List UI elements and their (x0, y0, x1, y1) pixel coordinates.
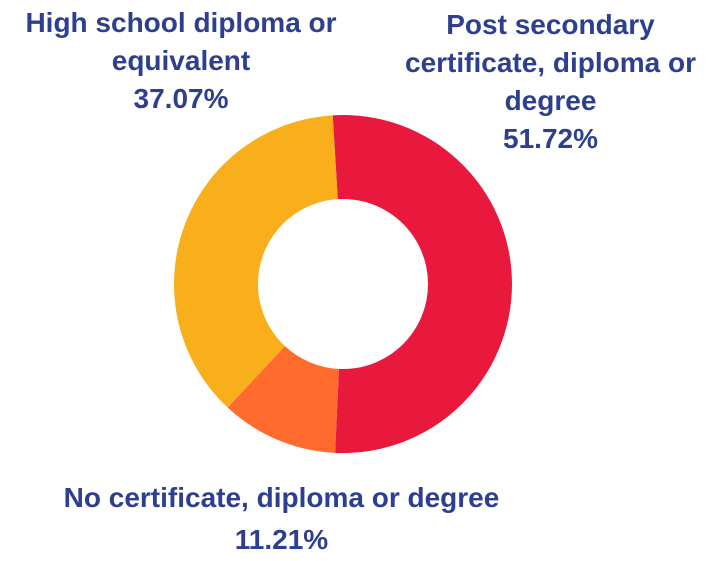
label-high-school: High school diploma or equivalent 37.07% (0, 4, 362, 118)
label-no-certificate-line-1: No certificate, diploma or degree (63, 482, 500, 513)
label-no-certificate: No certificate, diploma or degree 11.21% (24, 477, 539, 561)
label-post-secondary-line-2: certificate, diploma or (405, 47, 696, 78)
label-post-secondary: Post secondary certificate, diploma or d… (380, 6, 721, 158)
donut-svg (174, 115, 512, 453)
donut-slice-2 (174, 115, 338, 408)
label-post-secondary-line-3: degree (504, 85, 597, 116)
donut-slice-0 (332, 115, 512, 453)
label-high-school-percent: 37.07% (133, 83, 229, 114)
label-high-school-line-1: High school diploma or (25, 7, 337, 38)
label-no-certificate-percent: 11.21% (234, 524, 329, 555)
label-high-school-line-2: equivalent (111, 45, 251, 76)
donut-chart: High school diploma or equivalent 37.07%… (0, 4, 721, 555)
label-post-secondary-percent: 51.72% (503, 123, 598, 154)
donut-slice-1 (227, 346, 340, 453)
label-post-secondary-line-1: Post secondary (446, 9, 655, 40)
